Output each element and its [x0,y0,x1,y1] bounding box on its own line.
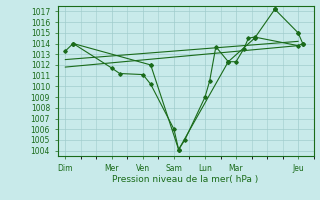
X-axis label: Pression niveau de la mer( hPa ): Pression niveau de la mer( hPa ) [112,175,259,184]
